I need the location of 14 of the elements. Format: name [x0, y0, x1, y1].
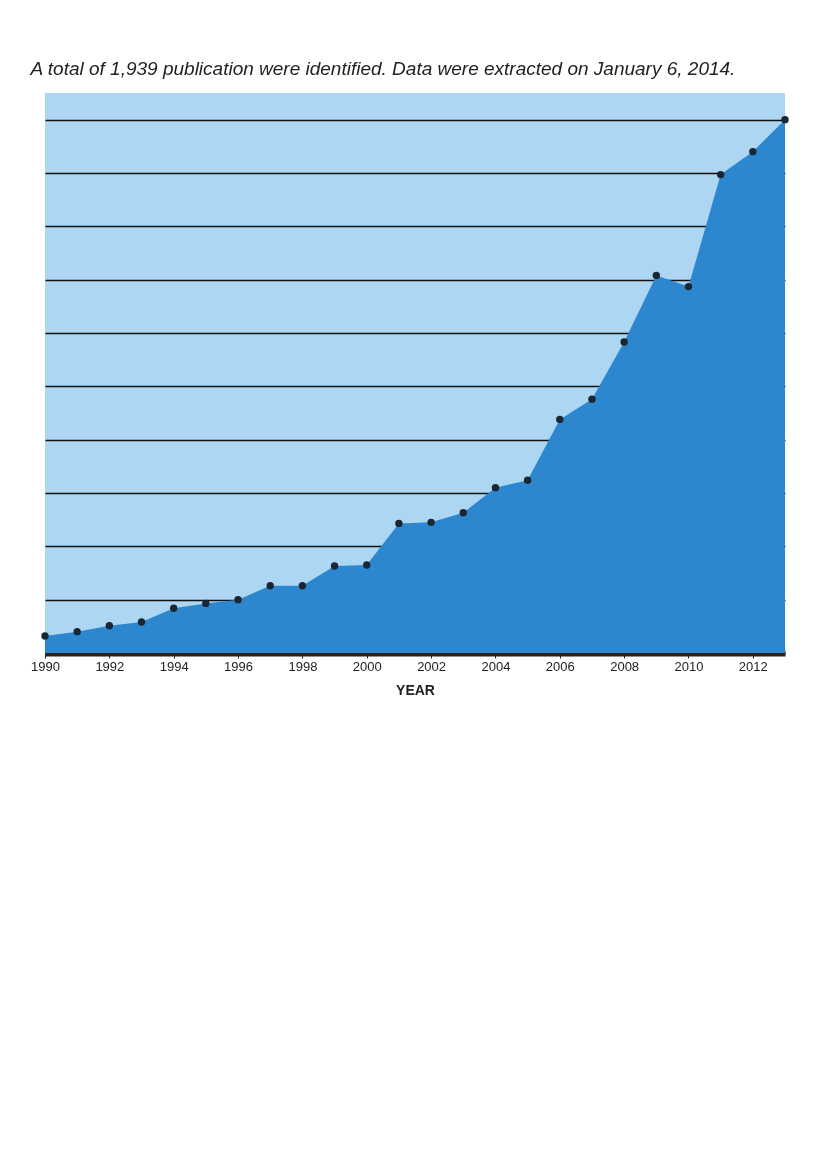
x-tick-label: 2000 [352, 658, 382, 674]
x-tick-label: 2002 [417, 658, 447, 674]
x-axis-title: YEAR [396, 681, 435, 698]
x-tick-label: 1990 [31, 658, 60, 674]
x-tick-label: 2012 [738, 658, 768, 674]
x-tick-label: 1996 [224, 658, 253, 674]
x-tick-label: 2006 [545, 658, 575, 674]
x-tick-label: 2008 [610, 658, 640, 674]
x-tick-label: 1998 [288, 658, 318, 674]
x-tick-label: 2004 [481, 658, 511, 674]
x-tick-label: 1992 [95, 658, 125, 674]
chart-title: A total of 1,939 publication were identified. Data were extracted on January 6, 2014. [29, 58, 736, 79]
x-tick-label: 1994 [159, 658, 189, 674]
x-tick-label: 2010 [674, 658, 704, 674]
